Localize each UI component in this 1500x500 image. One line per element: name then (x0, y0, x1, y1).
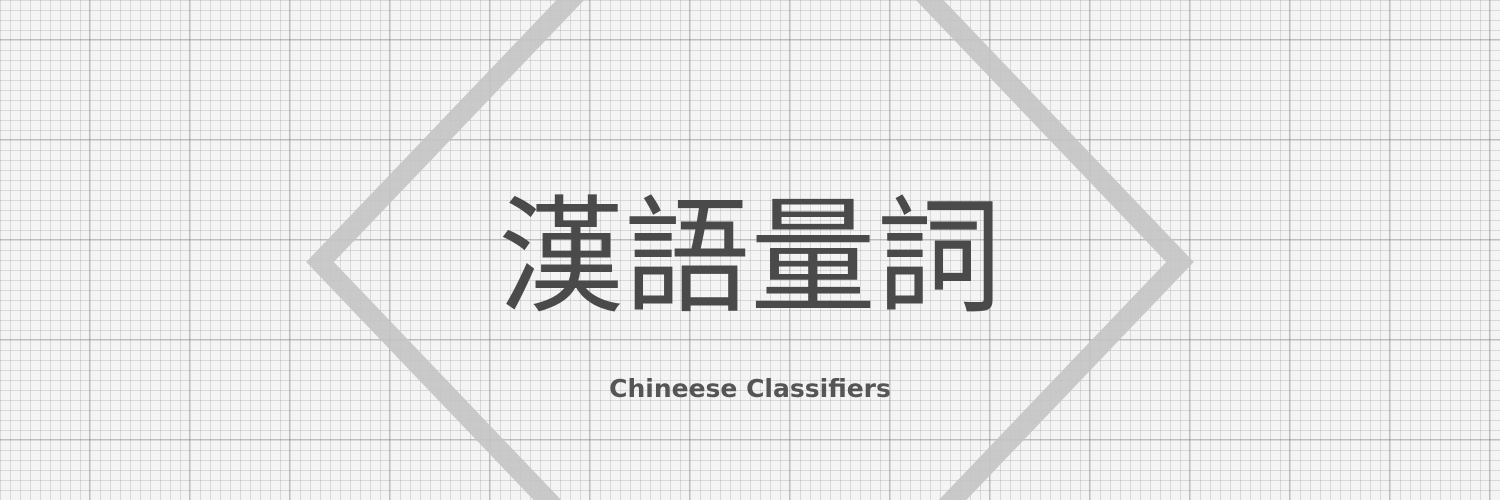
page-subtitle: Chineese Classifiers (609, 374, 891, 403)
diamond-outline (306, 0, 1194, 500)
page-title: 漢語量詞 (498, 184, 1002, 331)
